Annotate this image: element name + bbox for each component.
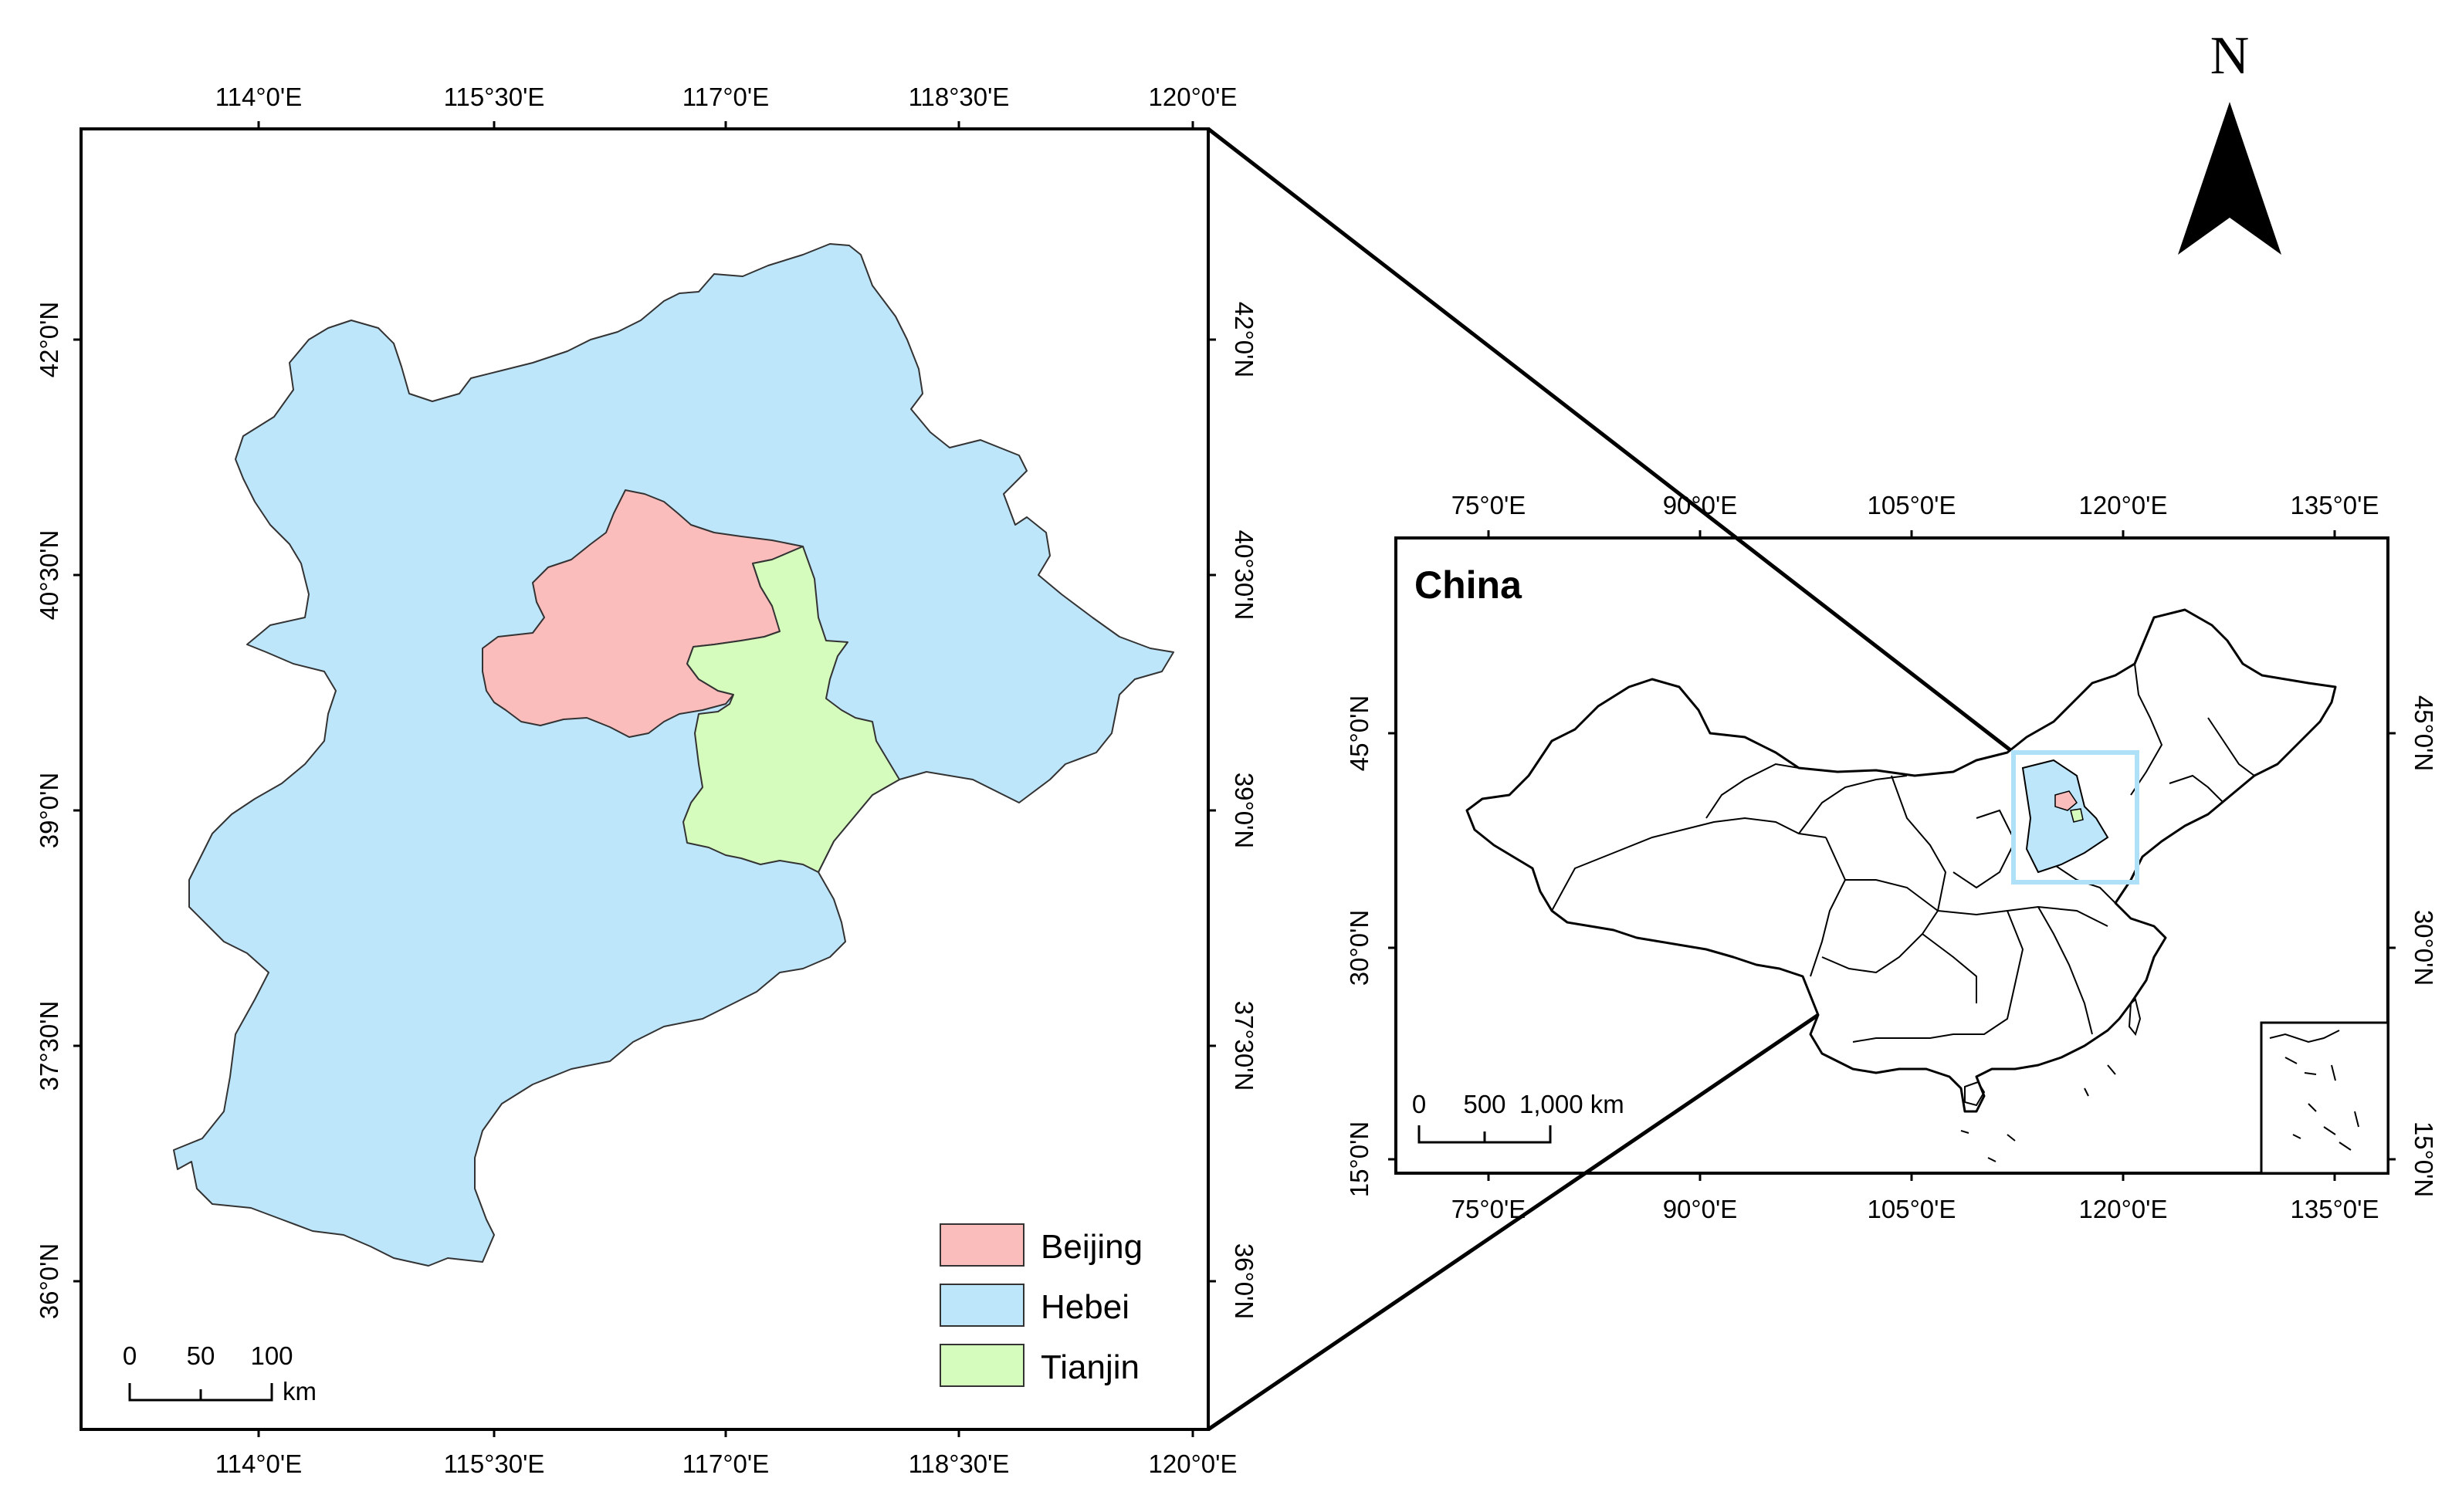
- legend-swatch-beijing: [940, 1223, 1024, 1267]
- scale-tick-label: 1,000 km: [1519, 1090, 1624, 1118]
- lat-label: 37°30'N: [1230, 1001, 1258, 1091]
- lon-label: 120°0'E: [1149, 1449, 1238, 1478]
- china-outline: [1465, 608, 2337, 1113]
- highlight-box: [2011, 750, 2139, 885]
- detail-bottom-lon-labels: 114°0'E 115°30'E 117°0'E 118°30'E 120°0'…: [215, 1449, 1238, 1478]
- overview-title: China: [1414, 563, 1522, 607]
- lon-label: 90°0'E: [1663, 491, 1738, 519]
- lon-label: 90°0'E: [1663, 1195, 1738, 1223]
- lat-label: 39°0'N: [1230, 773, 1258, 848]
- lon-label: 120°0'E: [2079, 491, 2168, 519]
- overview-right-lat-labels: 45°0'N 30°0'N 15°0'N: [2410, 695, 2438, 1197]
- legend-label-tianjin: Tianjin: [1041, 1348, 1140, 1386]
- overview-top-lon-labels: 75°0'E 90°0'E 105°0'E 120°0'E 135°0'E: [1451, 491, 2379, 519]
- scale-tick-label: 500: [1463, 1090, 1505, 1118]
- lon-label: 75°0'E: [1451, 491, 1526, 519]
- lon-label: 115°30'E: [444, 1449, 545, 1478]
- north-arrow: N: [2178, 26, 2281, 255]
- lat-label: 40°30'N: [35, 530, 63, 621]
- overview-map-frame: [1394, 536, 2389, 1175]
- lon-label: 105°0'E: [1868, 1195, 1956, 1223]
- lon-label: 115°30'E: [444, 83, 545, 111]
- legend-swatch-tianjin: [940, 1344, 1024, 1387]
- lon-label: 114°0'E: [215, 1449, 302, 1478]
- lat-label: 36°0'N: [35, 1243, 63, 1319]
- overview-jingjinji: [2011, 750, 2139, 885]
- lon-label: 117°0'E: [682, 83, 769, 111]
- lon-label: 120°0'E: [1149, 83, 1238, 111]
- lon-label: 118°30'E: [909, 1449, 1010, 1478]
- tianjin-region: [682, 546, 900, 873]
- lat-label: 15°0'N: [2410, 1121, 2438, 1197]
- lon-label: 117°0'E: [682, 1449, 769, 1478]
- overview-scale-bar: 0 500 1,000 km: [1412, 1090, 1624, 1144]
- lat-label: 39°0'N: [35, 773, 63, 848]
- legend-swatch-hebei: [940, 1284, 1024, 1327]
- overview-bottom-lon-labels: 75°0'E 90°0'E 105°0'E 120°0'E 135°0'E: [1451, 1195, 2379, 1223]
- detail-ticks: [73, 121, 1216, 1437]
- legend-label-hebei: Hebei: [1041, 1288, 1129, 1326]
- legend-label-beijing: Beijing: [1041, 1228, 1143, 1266]
- lon-label: 118°30'E: [909, 83, 1010, 111]
- lat-label: 30°0'N: [1345, 910, 1373, 986]
- lon-label: 105°0'E: [1868, 491, 1956, 519]
- detail-right-lat-labels: 42°0'N 40°30'N 39°0'N 37°30'N 36°0'N: [1230, 302, 1258, 1319]
- lon-label: 120°0'E: [2079, 1195, 2168, 1223]
- overview-ticks: [1388, 530, 2396, 1181]
- lon-label: 75°0'E: [1451, 1195, 1526, 1223]
- detail-scale-bar: 0 50 100 km: [123, 1341, 317, 1405]
- legend: Beijing Hebei Tianjin: [940, 1223, 1143, 1387]
- lon-label: 114°0'E: [215, 83, 302, 111]
- north-label: N: [2210, 26, 2250, 86]
- scale-tick-label: 0: [123, 1341, 137, 1370]
- overview-map: China 75°0'E 90°0'E 105°0'E 120°0'E 135°…: [1345, 491, 2438, 1223]
- lat-label: 15°0'N: [1345, 1121, 1373, 1197]
- north-arrow-icon: [2178, 102, 2281, 255]
- scale-tick-label: 0: [1412, 1090, 1426, 1118]
- detail-left-lat-labels: 42°0'N 40°30'N 39°0'N 37°30'N 36°0'N: [35, 302, 63, 1319]
- overview-left-lat-labels: 45°0'N 30°0'N 15°0'N: [1345, 695, 1373, 1197]
- lat-label: 42°0'N: [35, 302, 63, 377]
- lat-label: 45°0'N: [1345, 695, 1373, 771]
- islands: [1960, 998, 2142, 1162]
- lon-label: 135°0'E: [2291, 1195, 2379, 1223]
- scale-tick-label: 100: [250, 1341, 293, 1370]
- lat-label: 42°0'N: [1230, 302, 1258, 377]
- detail-top-lon-labels: 114°0'E 115°30'E 117°0'E 118°30'E 120°0'…: [215, 83, 1238, 111]
- detail-map: 114°0'E 115°30'E 117°0'E 118°30'E 120°0'…: [35, 83, 1258, 1478]
- south-china-sea-inset: [2260, 1021, 2389, 1175]
- lat-label: 45°0'N: [2410, 695, 2438, 771]
- province-boundaries: [1551, 663, 2255, 1043]
- hebei-region: [173, 243, 1174, 1267]
- lat-label: 30°0'N: [2410, 910, 2438, 986]
- lat-label: 36°0'N: [1230, 1243, 1258, 1319]
- scale-unit-label: km: [283, 1377, 317, 1405]
- lat-label: 37°30'N: [35, 1001, 63, 1091]
- scale-tick-label: 50: [187, 1341, 215, 1370]
- lon-label: 135°0'E: [2291, 491, 2379, 519]
- lat-label: 40°30'N: [1230, 530, 1258, 621]
